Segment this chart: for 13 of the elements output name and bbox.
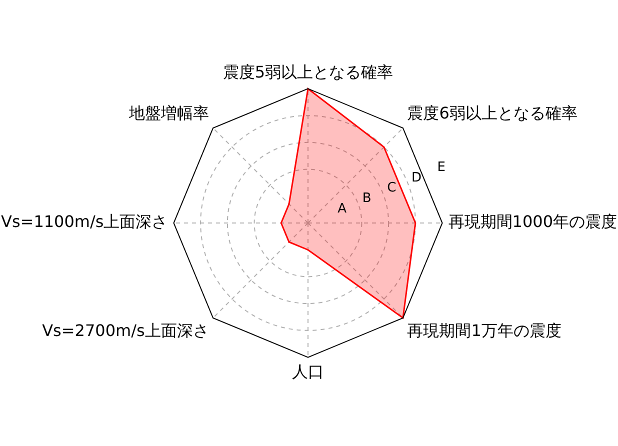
y-tick-label: A [338, 201, 347, 216]
spoke-label: 再現期間1万年の震度 [407, 320, 562, 340]
spoke-label: Vs=1100m/s上面深さ [1, 212, 168, 232]
spoke-label: 人口 [292, 362, 324, 382]
y-tick-label: E [437, 160, 446, 176]
y-tick-label: D [411, 170, 422, 186]
spoke-label: 震度6弱以上となる確率 [407, 103, 578, 122]
y-tick-label: B [362, 190, 372, 206]
y-tick-label: C [387, 180, 396, 196]
spoke-label: 震度5弱以上となる確率 [222, 62, 394, 82]
spoke-label: 地盤増幅率 [128, 103, 209, 122]
spoke-label: Vs=2700m/s上面深さ [42, 320, 209, 340]
spoke-label: 再現期間1000年の震度 [448, 212, 617, 232]
